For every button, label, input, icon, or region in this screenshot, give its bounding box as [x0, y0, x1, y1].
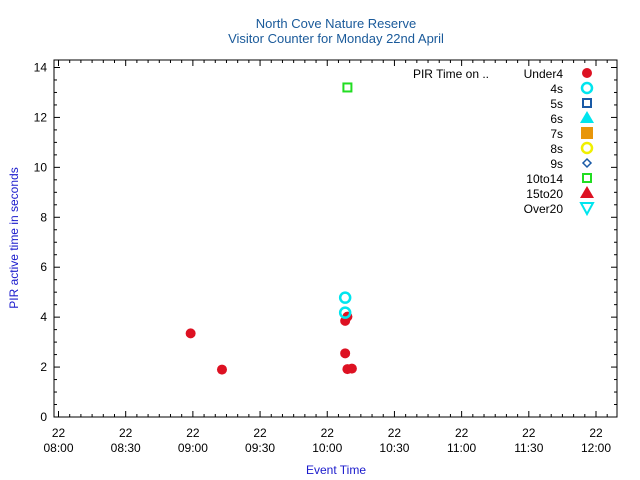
legend-marker [582, 98, 592, 108]
x-tick-day-label: 22 [253, 426, 267, 440]
legend-marker [582, 68, 592, 78]
legend-label: 5s [550, 97, 563, 111]
x-tick-time-label: 09:30 [245, 441, 275, 455]
chart-subtitle: Visitor Counter for Monday 22nd April [228, 31, 444, 46]
x-tick-time-label: 09:00 [178, 441, 208, 455]
y-tick-label: 10 [34, 160, 48, 174]
y-tick-label: 2 [40, 360, 47, 374]
legend-title: PIR Time on .. [413, 67, 489, 81]
x-axis-label: Event Time [306, 463, 366, 477]
y-tick-label: 8 [40, 210, 47, 224]
legend-label: 9s [550, 157, 563, 171]
legend-marker [580, 81, 594, 95]
legend-label: 10to14 [526, 172, 563, 186]
x-tick-time-label: 08:30 [111, 441, 141, 455]
plot-frame [53, 59, 618, 418]
data-point [346, 363, 357, 374]
axis-ticks: 024681012142208:002208:302209:002209:302… [34, 60, 617, 455]
x-tick-time-label: 08:00 [43, 441, 73, 455]
legend-label: 7s [550, 127, 563, 141]
legend-label: 8s [550, 142, 563, 156]
legend-label: Under4 [524, 67, 564, 81]
x-tick-time-label: 10:00 [312, 441, 342, 455]
data-point [338, 291, 352, 304]
y-tick-label: 12 [34, 110, 48, 124]
data-points [185, 82, 357, 375]
legend-label: 4s [550, 82, 563, 96]
y-tick-label: 0 [40, 410, 47, 424]
legend-marker [580, 141, 594, 155]
legend-marker [579, 202, 595, 217]
data-point [338, 306, 352, 319]
legend-marker [581, 127, 593, 139]
legend-label: 15to20 [526, 187, 563, 201]
x-tick-time-label: 11:30 [514, 441, 543, 455]
data-point [185, 328, 196, 339]
y-tick-label: 6 [40, 260, 47, 274]
y-axis-label: PIR active time in seconds [7, 167, 21, 308]
legend-label: Over20 [524, 202, 564, 216]
legend-marker [580, 111, 594, 123]
x-tick-day-label: 22 [589, 426, 603, 440]
x-tick-day-label: 22 [119, 426, 133, 440]
data-point [342, 82, 353, 93]
legend-marker [580, 186, 594, 198]
x-tick-time-label: 11:00 [447, 441, 476, 455]
x-tick-day-label: 22 [388, 426, 402, 440]
y-tick-label: 4 [40, 310, 47, 324]
x-tick-time-label: 10:30 [379, 441, 409, 455]
y-tick-label: 14 [34, 60, 48, 74]
x-tick-day-label: 22 [455, 426, 469, 440]
x-tick-day-label: 22 [52, 426, 66, 440]
x-tick-day-label: 22 [321, 426, 335, 440]
x-tick-time-label: 12:00 [581, 441, 611, 455]
x-tick-day-label: 22 [186, 426, 200, 440]
legend-marker [582, 173, 592, 183]
data-point [216, 364, 227, 375]
data-point [340, 348, 351, 359]
legend-marker [581, 157, 593, 169]
chart-title: North Cove Nature Reserve [256, 16, 416, 31]
x-tick-day-label: 22 [522, 426, 536, 440]
legend-label: 6s [550, 112, 563, 126]
